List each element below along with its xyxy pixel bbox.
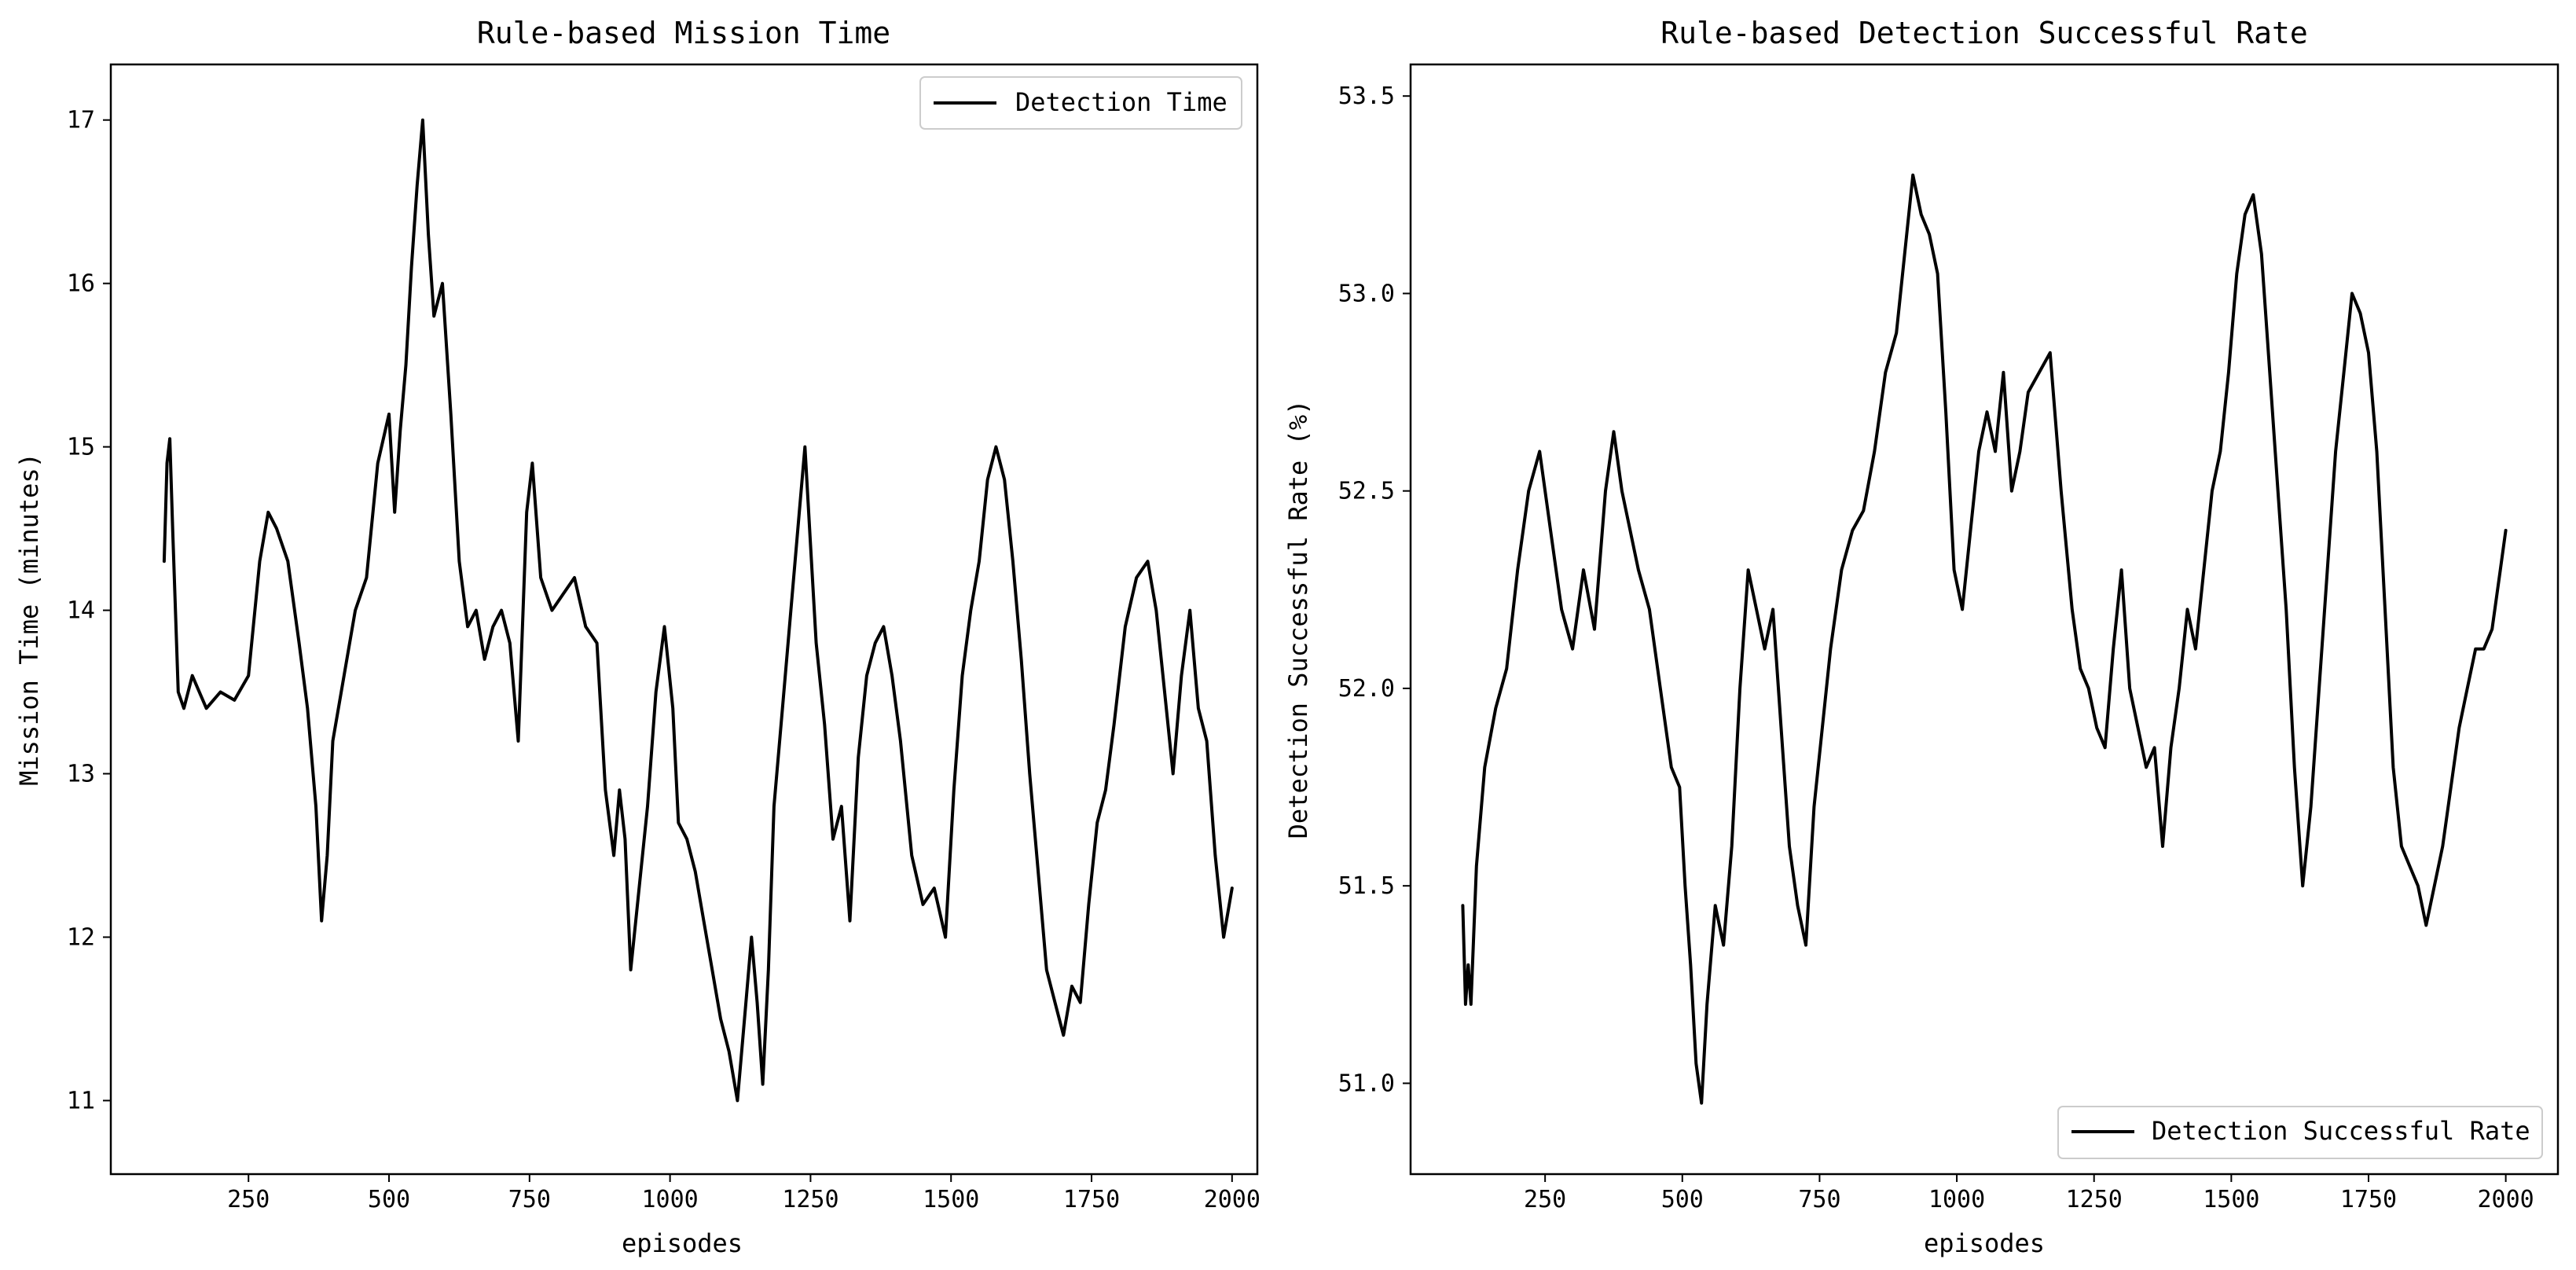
detection-rate-legend-box (2057, 1106, 2543, 1159)
mission-time-xtick-label: 250 (227, 1186, 270, 1213)
mission-time-xlabel: episodes (622, 1228, 743, 1258)
detection-rate-legend: Detection Successful Rate (2057, 1106, 2543, 1159)
detection-rate-xtick-label: 2000 (2478, 1186, 2534, 1213)
mission-time-plot-frame (109, 63, 1259, 1176)
detection-rate-xticks: 250 500 750 1000 1250 1500 1750 2000 (1524, 1174, 2534, 1213)
detection-rate-ytick-label: 52.5 (1338, 478, 1395, 505)
detection-rate-ytick-label: 51.0 (1338, 1070, 1395, 1097)
detection-rate-ytick-label: 52.0 (1338, 675, 1395, 703)
mission-time-ytick-label: 11 (67, 1087, 95, 1114)
detection-rate-xtick-label: 1500 (2203, 1186, 2259, 1213)
detection-rate-ytick-label: 53.5 (1338, 83, 1395, 110)
mission-time-series-line-0 (162, 118, 1234, 1103)
detection-rate-xtick-label: 1250 (2066, 1186, 2123, 1213)
detection-rate-series-line-0 (1461, 173, 2508, 1105)
mission-time-subplot: Rule-based Mission Time Mission Time (mi… (14, 16, 1260, 1258)
detection-rate-xlabel: episodes (1924, 1228, 2045, 1258)
mission-time-ytick-label: 14 (67, 597, 95, 625)
mission-time-ytick-label: 13 (67, 761, 95, 788)
mission-time-xtick-label: 1500 (923, 1186, 979, 1213)
detection-rate-ytick-label: 51.5 (1338, 872, 1395, 900)
mission-time-ylabel: Mission Time (minutes) (14, 453, 44, 786)
mission-time-xtick-label: 1000 (641, 1186, 698, 1213)
detection-rate-xtick-label: 750 (1798, 1186, 1840, 1213)
detection-rate-xtick-label: 500 (1661, 1186, 1704, 1213)
mission-time-series-group (162, 118, 1234, 1103)
detection-rate-title: Rule-based Detection Successful Rate (1660, 16, 2308, 50)
detection-rate-ylabel: Detection Successful Rate (%) (1283, 400, 1313, 839)
detection-rate-xtick-label: 250 (1524, 1186, 1566, 1213)
detection-rate-subplot: Rule-based Detection Successful Rate Det… (1283, 16, 2559, 1258)
mission-time-title: Rule-based Mission Time (477, 16, 890, 50)
detection-rate-yticks: 51.0 51.5 52.0 52.5 53.0 53.5 (1338, 83, 1411, 1097)
mission-time-xtick-label: 750 (508, 1186, 551, 1213)
detection-rate-xtick-label: 1750 (2340, 1186, 2397, 1213)
mission-time-xtick-label: 500 (368, 1186, 410, 1213)
mission-time-ytick-label: 17 (67, 107, 95, 134)
mission-time-legend-box (919, 76, 1242, 130)
detection-rate-plot-frame (1409, 63, 2559, 1176)
mission-time-yticks: 11 12 13 14 15 16 17 (67, 107, 111, 1114)
mission-time-ytick-label: 15 (67, 434, 95, 461)
detection-rate-legend-label: Detection Successful Rate (2152, 1116, 2530, 1146)
mission-time-ytick-label: 16 (67, 270, 95, 298)
mission-time-legend-label: Detection Time (1015, 87, 1227, 117)
mission-time-xticks: 250 500 750 1000 1250 1500 1750 2000 (227, 1174, 1260, 1213)
mission-time-legend: Detection Time (919, 76, 1242, 130)
mission-time-xtick-label: 2000 (1204, 1186, 1260, 1213)
detection-rate-xtick-label: 1000 (1928, 1186, 1985, 1213)
detection-rate-series-group (1461, 173, 2508, 1105)
mission-time-xtick-label: 1250 (782, 1186, 838, 1213)
detection-rate-ytick-label: 53.0 (1338, 280, 1395, 307)
mission-time-xtick-label: 1750 (1063, 1186, 1120, 1213)
mission-time-ytick-label: 12 (67, 923, 95, 951)
